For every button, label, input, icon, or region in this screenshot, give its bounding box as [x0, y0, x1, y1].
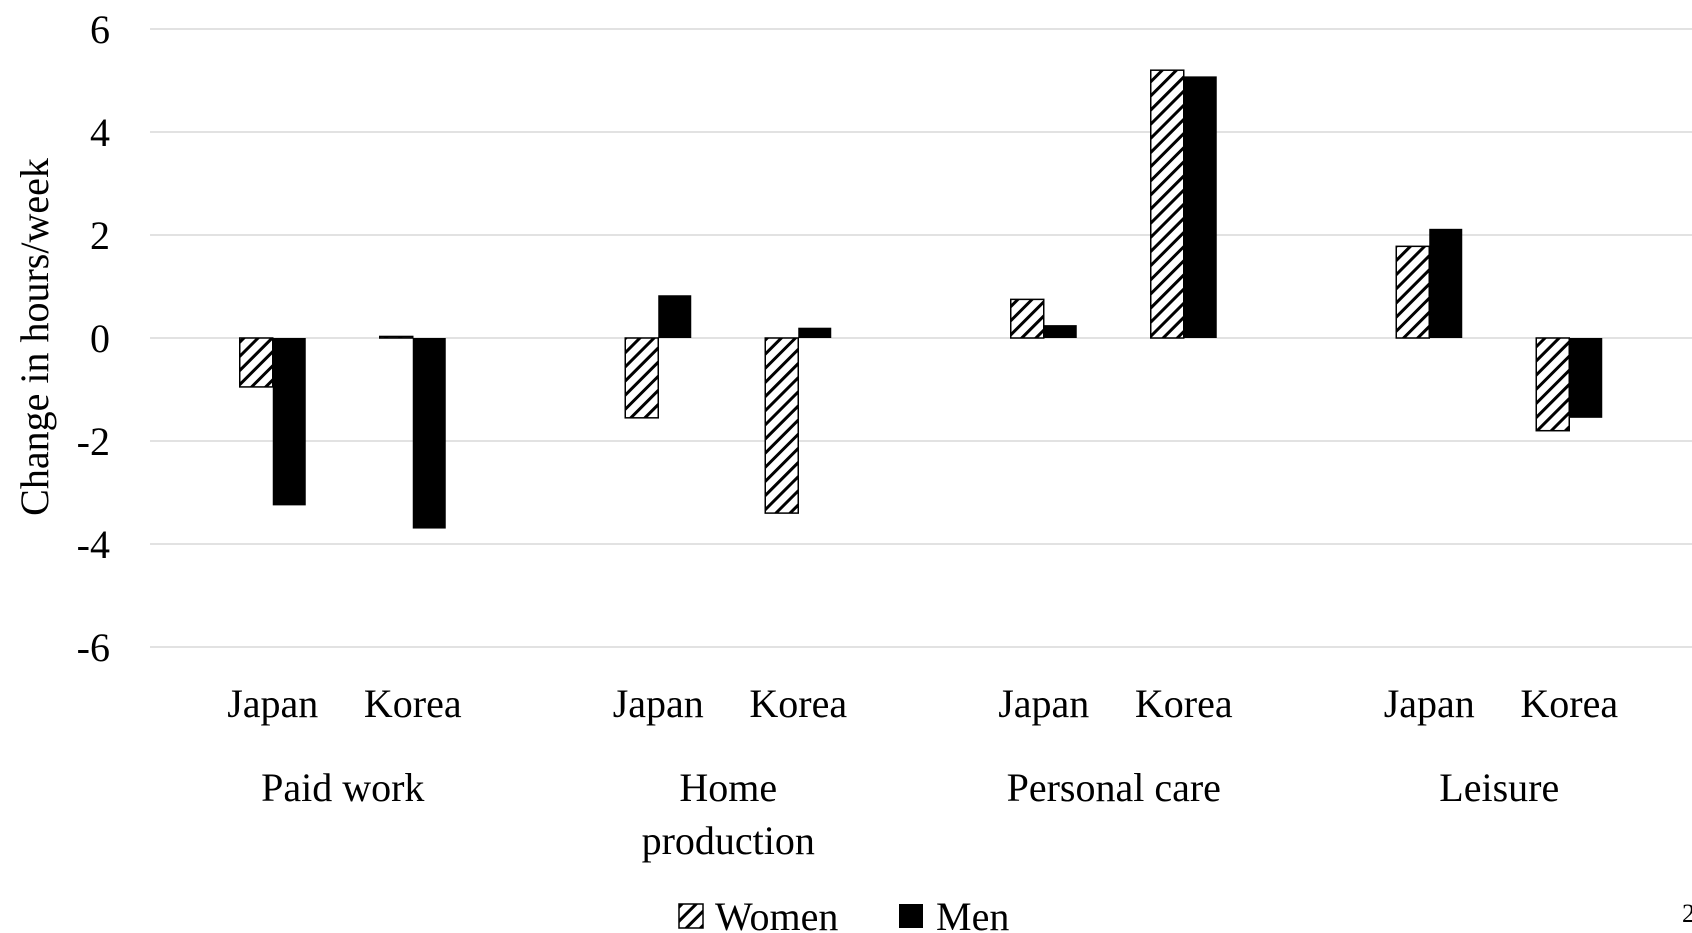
y-tick-label: 4	[90, 110, 110, 155]
x-group-label: Paid work	[261, 765, 424, 810]
x-axis-labels: Japan Korea Paid work Japan Korea Home product…	[227, 681, 1618, 863]
bar-women	[1535, 337, 1570, 432]
bar-women	[1150, 69, 1185, 339]
bar-women	[239, 337, 274, 388]
y-tick-label: 0	[90, 316, 110, 361]
x-group-label: Personal care	[1007, 765, 1221, 810]
x-group-label: production	[642, 818, 815, 863]
bar-women	[379, 335, 414, 339]
bar-women	[1010, 298, 1045, 339]
x-category-label: Korea	[1135, 681, 1233, 726]
y-axis-ticks: 6 4 2 0 -2 -4 -6	[77, 7, 110, 670]
bar-women	[1395, 245, 1430, 339]
bars	[239, 69, 1603, 529]
x-category-label: Japan	[1384, 681, 1475, 726]
x-group-label: Leisure	[1439, 765, 1559, 810]
legend-label-men: Men	[936, 894, 1009, 933]
bar-men	[1183, 76, 1217, 338]
bar-women	[624, 337, 659, 419]
bar-men	[798, 327, 832, 338]
x-category-label: Korea	[364, 681, 462, 726]
x-category-label: Japan	[998, 681, 1089, 726]
bar-men	[272, 338, 306, 506]
y-tick-label: 2	[90, 213, 110, 258]
bar-women	[764, 337, 799, 514]
page-number: 2	[1682, 899, 1692, 928]
y-tick-label: -2	[77, 419, 110, 464]
bar-men	[1043, 325, 1077, 338]
y-tick-label: -4	[77, 522, 110, 567]
x-group-label: Home	[679, 765, 777, 810]
legend: Women Men	[678, 894, 1009, 933]
legend-label-women: Women	[715, 894, 838, 933]
x-category-label: Korea	[749, 681, 847, 726]
bar-men	[658, 295, 692, 338]
bar-men	[1569, 338, 1603, 418]
bar-men	[412, 338, 446, 529]
x-category-label: Japan	[613, 681, 704, 726]
x-category-label: Japan	[227, 681, 318, 726]
legend-swatch-women	[678, 903, 704, 929]
bar-men	[1429, 228, 1463, 338]
y-axis-label: Change in hours/week	[12, 158, 57, 516]
y-tick-label: 6	[90, 7, 110, 52]
legend-swatch-men	[899, 904, 923, 928]
x-category-label: Korea	[1520, 681, 1618, 726]
y-tick-label: -6	[77, 625, 110, 670]
